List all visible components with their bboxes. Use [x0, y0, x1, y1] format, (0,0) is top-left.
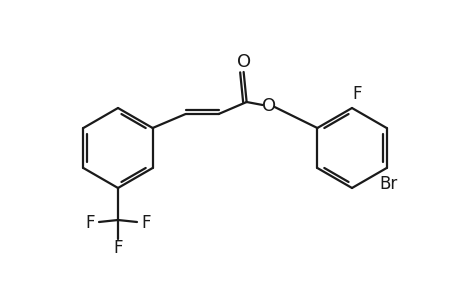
Text: F: F	[352, 85, 361, 103]
Text: O: O	[261, 97, 275, 115]
Text: F: F	[141, 214, 151, 232]
Text: F: F	[113, 239, 123, 257]
Text: O: O	[236, 53, 250, 71]
Text: Br: Br	[379, 175, 397, 193]
Text: F: F	[85, 214, 95, 232]
